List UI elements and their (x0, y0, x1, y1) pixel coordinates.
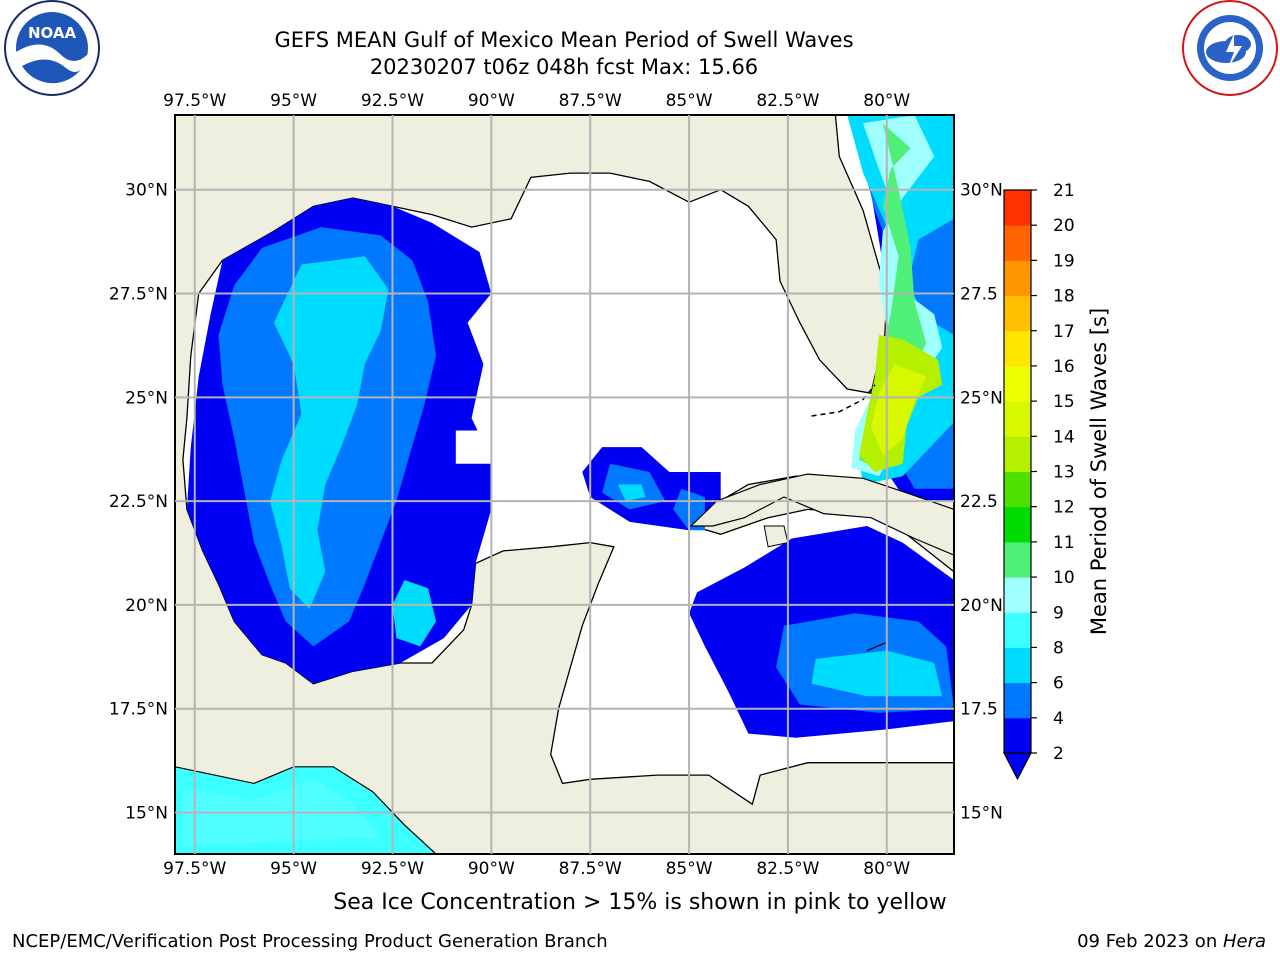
map-title: GEFS MEAN Gulf of Mexico Mean Period of … (274, 28, 854, 52)
caribbean-swell-6-8s (811, 650, 943, 697)
footer-machine: Hera (1222, 931, 1266, 952)
no-data-gap (562, 272, 579, 290)
lat-label-right: 17.5 (960, 700, 998, 720)
colorbar-tick-label: 14 (1053, 427, 1075, 447)
colorbar-tick-label: 9 (1053, 603, 1064, 623)
footer-date: 09 Feb 2023 on Hera (1077, 931, 1266, 952)
bay-campeche-swell (392, 580, 436, 647)
lat-label-right: 27.5 (960, 285, 998, 305)
colorbar-tick-label: 4 (1053, 709, 1064, 729)
colorbar-tick-label: 11 (1053, 533, 1075, 553)
lon-label-bottom: 82.5°W (756, 859, 819, 879)
colorbar-segment (1004, 365, 1031, 402)
lat-label-right: 25°N (960, 388, 1003, 408)
colorbar-segment (1004, 471, 1031, 508)
lon-label-top: 80°W (863, 91, 910, 111)
lat-label-left: 17.5°N (109, 700, 168, 720)
western-gulf-swell-6-8s (269, 256, 389, 610)
colorbar-segment (1004, 717, 1031, 754)
lat-label-left: 27.5°N (109, 285, 168, 305)
lat-label-left: 22.5°N (109, 492, 168, 512)
lat-label-left: 20°N (125, 596, 168, 616)
colorbar-segment (1004, 647, 1031, 684)
lat-label-right: 22.5 (960, 492, 998, 512)
lon-label-bottom: 92.5°W (361, 859, 424, 879)
lon-label-bottom: 80°W (863, 859, 910, 879)
colorbar-segment (1004, 330, 1031, 367)
central-gulf-swell-6-8s (617, 484, 646, 502)
lon-label-top: 82.5°W (756, 91, 819, 111)
colorbar-segment (1004, 295, 1031, 332)
map-graticule-labels: 97.5°W 97.5°W 95°W 95°W 92.5°W 92.5°W 90°W 90°W… (109, 91, 1003, 879)
map-plot-area (174, 114, 955, 855)
colorbar-segment (1004, 190, 1031, 226)
no-data-gap (455, 430, 492, 464)
lon-label-top: 87.5°W (559, 91, 622, 111)
colorbar-tick-label: 17 (1053, 322, 1075, 342)
isle-of-youth (763, 525, 789, 548)
colorbar-tick-label: 8 (1053, 638, 1064, 658)
lat-label-right: 30°N (960, 181, 1003, 201)
cuba-land (689, 473, 954, 556)
no-data-gap (665, 301, 690, 323)
nws-logo (1182, 0, 1278, 96)
no-data-gap (681, 355, 713, 373)
colorbar: 2 4 6 8 9 10 11 12 13 14 15 16 17 18 19 20 21 Mean Period… (1003, 181, 1111, 781)
colorbar-tick-label: 20 (1053, 216, 1075, 236)
colorbar-segment (1004, 401, 1031, 437)
lat-label-left: 25°N (125, 388, 168, 408)
colorbar-tick-label: 15 (1053, 392, 1075, 412)
florida-keys (811, 384, 876, 417)
colorbar-segment (1004, 260, 1031, 297)
colorbar-tick-label: 6 (1053, 674, 1064, 694)
lon-label-bottom: 87.5°W (559, 859, 622, 879)
colorbar-tick-label: 10 (1053, 568, 1075, 588)
no-data-gap (649, 376, 678, 398)
map-subtitle: 20230207 t06z 048h fcst Max: 15.66 (369, 55, 759, 79)
sea-ice-note: Sea Ice Concentration > 15% is shown in … (333, 890, 947, 915)
lon-label-top: 90°W (468, 91, 515, 111)
lon-label-top: 97.5°W (163, 91, 226, 111)
colorbar-segment (1004, 577, 1031, 613)
map-frame (174, 114, 955, 855)
lon-label-bottom: 97.5°W (163, 859, 226, 879)
lat-label-left: 30°N (125, 181, 168, 201)
colorbar-tick-label: 18 (1053, 287, 1075, 307)
lon-label-top: 92.5°W (361, 91, 424, 111)
colorbar-extend-arrow (1003, 752, 1032, 781)
colorbar-segment (1004, 682, 1031, 719)
lon-label-bottom: 90°W (468, 859, 515, 879)
colorbar-tick-label: 13 (1053, 463, 1075, 483)
florida-straits-swell-14-15s (871, 364, 927, 456)
svg-text:NOAA: NOAA (28, 24, 77, 42)
colorbar-segment (1004, 436, 1031, 472)
lat-label-left: 15°N (125, 803, 168, 823)
colorbar-segment (1004, 506, 1031, 543)
colorbar-tick-label: 16 (1053, 357, 1075, 377)
colorbar-segment (1004, 225, 1031, 261)
lat-label-right: 20°N (960, 596, 1003, 616)
colorbar-tick-label: 2 (1053, 744, 1064, 764)
lon-label-bottom: 95°W (270, 859, 317, 879)
colorbar-tick-label: 21 (1053, 181, 1075, 201)
colorbar-segment (1004, 541, 1031, 578)
noaa-logo: NOAA (4, 0, 100, 96)
lon-label-top: 95°W (270, 91, 317, 111)
map-gridlines (175, 115, 954, 854)
lat-label-right: 15°N (960, 803, 1003, 823)
footer-credit: NCEP/EMC/Verification Post Processing Pr… (12, 931, 608, 952)
colorbar-tick-label: 12 (1053, 498, 1075, 518)
lon-label-bottom: 85°W (666, 859, 713, 879)
colorbar-tick-label: 19 (1053, 251, 1075, 271)
cayman-islands (866, 641, 888, 652)
lon-label-top: 85°W (666, 91, 713, 111)
colorbar-segment (1004, 612, 1031, 648)
footer-date-text: 09 Feb 2023 on (1077, 931, 1223, 952)
colorbar-label: Mean Period of Swell Waves [s] (1087, 308, 1111, 635)
